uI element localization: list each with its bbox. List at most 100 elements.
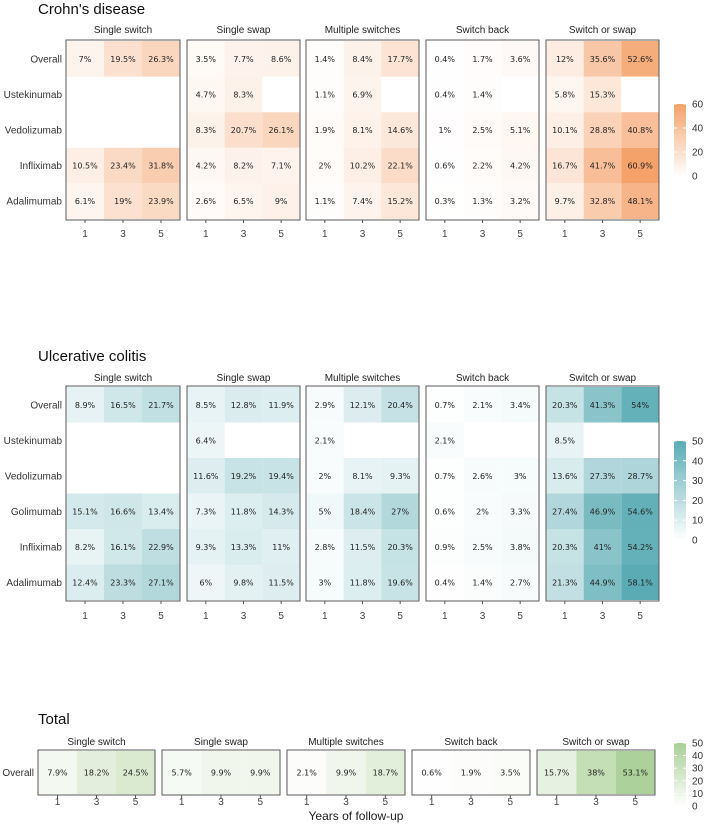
heat-cell <box>201 751 241 794</box>
x-tick-label: 3 <box>120 229 126 240</box>
heat-cell <box>426 387 464 423</box>
cell-label: 8.1% <box>352 126 373 135</box>
x-tick-label: 1 <box>179 797 185 808</box>
heat-cell <box>142 564 180 600</box>
cell-label: 6.9% <box>352 90 373 99</box>
heat-cell <box>343 458 382 494</box>
row-label: Adalimumab <box>6 578 62 589</box>
x-tick-label: 1 <box>203 229 209 240</box>
heat-cell <box>343 76 382 113</box>
section-title: Total <box>38 711 70 728</box>
x-tick-label: 3 <box>593 797 599 808</box>
cell-label: 16.6% <box>110 507 136 516</box>
cell-label: 12.4% <box>72 578 98 587</box>
cell-label: 3.2% <box>510 197 531 206</box>
heat-cell <box>343 387 382 423</box>
cell-label: 2% <box>318 472 331 481</box>
x-tick-label: 3 <box>120 611 126 622</box>
heat-cell <box>583 458 622 494</box>
heat-cell <box>583 493 622 529</box>
heat-cell <box>381 458 419 494</box>
heat-cell <box>381 387 419 423</box>
heat-cell <box>104 147 142 184</box>
cell-label: 2.1% <box>435 436 456 445</box>
x-tick-label: 5 <box>397 611 403 622</box>
x-tick-label: 1 <box>203 611 209 622</box>
heat-cell <box>262 41 300 77</box>
cell-label: 22.1% <box>387 162 413 171</box>
heat-cell <box>412 751 452 794</box>
heat-cell <box>546 387 584 423</box>
cell-label: 3.4% <box>510 401 531 410</box>
cell-label: 15.3% <box>590 90 616 99</box>
facet-label: Switch back <box>456 373 510 384</box>
facet-panel: Single swap 3.5% 7.7% 8.6% 4.7% 8.3% 8.3% 20.7%… <box>186 25 301 240</box>
heat-cell <box>381 41 419 77</box>
facet-panel: Single switch 8.9% 16.5% 21.7% 15.1% 16.6% 13.… <box>65 373 181 622</box>
heat-cell <box>306 183 344 219</box>
x-axis-title: Years of follow-up <box>309 809 404 823</box>
heat-cell <box>343 564 382 600</box>
heat-cell <box>66 147 104 184</box>
cell-label: 27.1% <box>148 578 174 587</box>
section-teal: Ulcerative colitis Overall Ustekinumab Vedo… <box>4 348 704 622</box>
facet-label: Single swap <box>194 737 248 748</box>
legend-tick-label: 0 <box>692 802 698 813</box>
cell-label: 27.4% <box>552 507 578 516</box>
cell-label: 1.9% <box>461 769 482 778</box>
heat-cell <box>576 751 616 794</box>
heat-cell <box>262 529 300 565</box>
cell-label: 26.1% <box>268 126 294 135</box>
heat-cell <box>381 183 419 219</box>
cell-label: 20.3% <box>552 401 578 410</box>
heat-cell <box>546 76 584 113</box>
cell-label: 1.9% <box>315 126 336 135</box>
cell-label: 7.3% <box>196 507 217 516</box>
cell-label: 2% <box>476 507 489 516</box>
cell-label: 1.7% <box>472 55 493 64</box>
heat-cell <box>365 751 405 794</box>
legend-bar <box>674 441 686 540</box>
row-label: Overall <box>2 768 34 779</box>
row-label: Infliximab <box>20 542 63 553</box>
x-tick-label: 3 <box>480 229 486 240</box>
cell-label: 0.3% <box>435 197 456 206</box>
legend-tick-label: 30 <box>692 764 704 775</box>
heat-cell <box>104 41 142 77</box>
cell-label: 20.4% <box>387 401 413 410</box>
x-tick-label: 1 <box>82 611 88 622</box>
cell-label: 60.9% <box>627 162 653 171</box>
heat-cell <box>621 458 659 494</box>
heat-cell <box>426 183 464 219</box>
cell-label: 12% <box>556 55 574 64</box>
cell-label: 17.7% <box>387 55 413 64</box>
cell-label: 8.3% <box>233 90 254 99</box>
heat-cell <box>621 147 659 184</box>
x-tick-label: 1 <box>442 611 448 622</box>
heat-cell <box>546 41 584 77</box>
cell-label: 1.4% <box>315 55 336 64</box>
heat-cell <box>426 564 464 600</box>
cell-label: 3% <box>318 578 331 587</box>
legend-tick-label: 60 <box>692 100 704 111</box>
heat-cell <box>426 112 464 148</box>
x-tick-label: 5 <box>508 797 514 808</box>
heat-cell <box>621 41 659 77</box>
cell-label: 38% <box>587 769 605 778</box>
legend-tick-label: 20 <box>692 496 704 507</box>
heat-cell <box>583 183 622 219</box>
heat-cell <box>546 529 584 565</box>
heat-cell <box>104 564 142 600</box>
heat-cell <box>224 76 263 113</box>
facet-label: Single switch <box>94 25 152 36</box>
cell-label: 2.6% <box>196 197 217 206</box>
cell-label: 22.9% <box>148 543 174 552</box>
x-tick-label: 1 <box>322 611 328 622</box>
heat-cell <box>66 183 104 219</box>
facet-label: Single switch <box>67 737 125 748</box>
heat-cell <box>463 564 502 600</box>
x-tick-label: 1 <box>442 229 448 240</box>
x-tick-label: 5 <box>158 611 164 622</box>
heat-cell <box>38 751 77 794</box>
